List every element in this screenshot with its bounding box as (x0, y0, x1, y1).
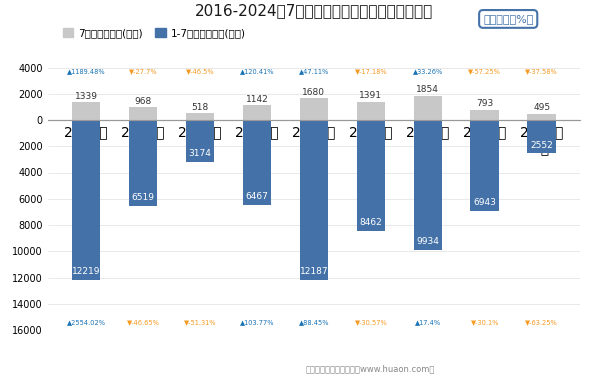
Text: 793: 793 (476, 99, 493, 108)
Text: ▼-46.65%: ▼-46.65% (127, 319, 160, 325)
Bar (300, 120, 328, 280)
Text: ▼-27.7%: ▼-27.7% (129, 68, 157, 74)
Text: ▼-46.5%: ▼-46.5% (186, 68, 215, 74)
Bar (527, 120, 556, 153)
Text: ▼-30.57%: ▼-30.57% (355, 319, 388, 325)
Bar (300, 98, 328, 120)
Text: 3174: 3174 (188, 149, 212, 158)
Bar (414, 96, 442, 120)
Text: 12187: 12187 (300, 267, 328, 276)
Text: ▼-63.25%: ▼-63.25% (525, 319, 558, 325)
Bar (186, 113, 214, 120)
Text: ▼-17.18%: ▼-17.18% (355, 68, 387, 74)
Text: 1680: 1680 (303, 88, 325, 97)
Text: 9934: 9934 (416, 237, 440, 246)
Text: 6943: 6943 (473, 198, 496, 207)
Bar (243, 120, 271, 205)
Title: 2016-2024年7月上海期货交易所氥青期货成交量: 2016-2024年7月上海期货交易所氥青期货成交量 (195, 3, 433, 18)
Text: 1854: 1854 (416, 86, 440, 94)
Text: ▼-30.1%: ▼-30.1% (471, 319, 499, 325)
Bar (471, 120, 499, 211)
Text: ▲2554.02%: ▲2554.02% (67, 319, 106, 325)
Text: ▼-51.31%: ▼-51.31% (184, 319, 216, 325)
Text: ▲33.26%: ▲33.26% (413, 68, 443, 74)
Bar (471, 110, 499, 120)
Text: 968: 968 (135, 97, 152, 106)
Text: ▲88.45%: ▲88.45% (298, 319, 329, 325)
Text: 6519: 6519 (132, 193, 155, 202)
Text: 8462: 8462 (359, 218, 382, 227)
Text: ▲1189.48%: ▲1189.48% (67, 68, 106, 74)
Text: 12219: 12219 (72, 267, 100, 276)
Text: 制图：华经产业研究院（www.huaon.com）: 制图：华经产业研究院（www.huaon.com） (306, 364, 435, 373)
Text: ▲17.4%: ▲17.4% (415, 319, 441, 325)
Text: 495: 495 (533, 103, 550, 112)
Bar (356, 120, 385, 231)
Text: ▲103.77%: ▲103.77% (240, 319, 274, 325)
Text: ▲120.41%: ▲120.41% (240, 68, 274, 74)
Bar (527, 114, 556, 120)
Bar (186, 120, 214, 162)
Text: ▲47.11%: ▲47.11% (299, 68, 329, 74)
Text: 1339: 1339 (75, 92, 97, 101)
Text: 1391: 1391 (359, 92, 382, 100)
Bar (129, 120, 157, 206)
Bar (356, 102, 385, 120)
Text: 518: 518 (191, 103, 209, 112)
Legend: 7月期货成交量(万手), 1-7月期货成交量(万手): 7月期货成交量(万手), 1-7月期货成交量(万手) (59, 24, 250, 42)
Text: 1142: 1142 (246, 95, 269, 104)
Text: ▼-37.58%: ▼-37.58% (525, 68, 558, 74)
Bar (72, 120, 100, 280)
Bar (243, 105, 271, 120)
Text: 6467: 6467 (246, 192, 269, 201)
Bar (72, 102, 100, 120)
Text: 同比增速（%）: 同比增速（%） (483, 14, 533, 24)
Bar (414, 120, 442, 250)
Text: 2552: 2552 (530, 141, 553, 150)
Bar (129, 107, 157, 120)
Text: ▼-57.25%: ▼-57.25% (468, 68, 501, 74)
